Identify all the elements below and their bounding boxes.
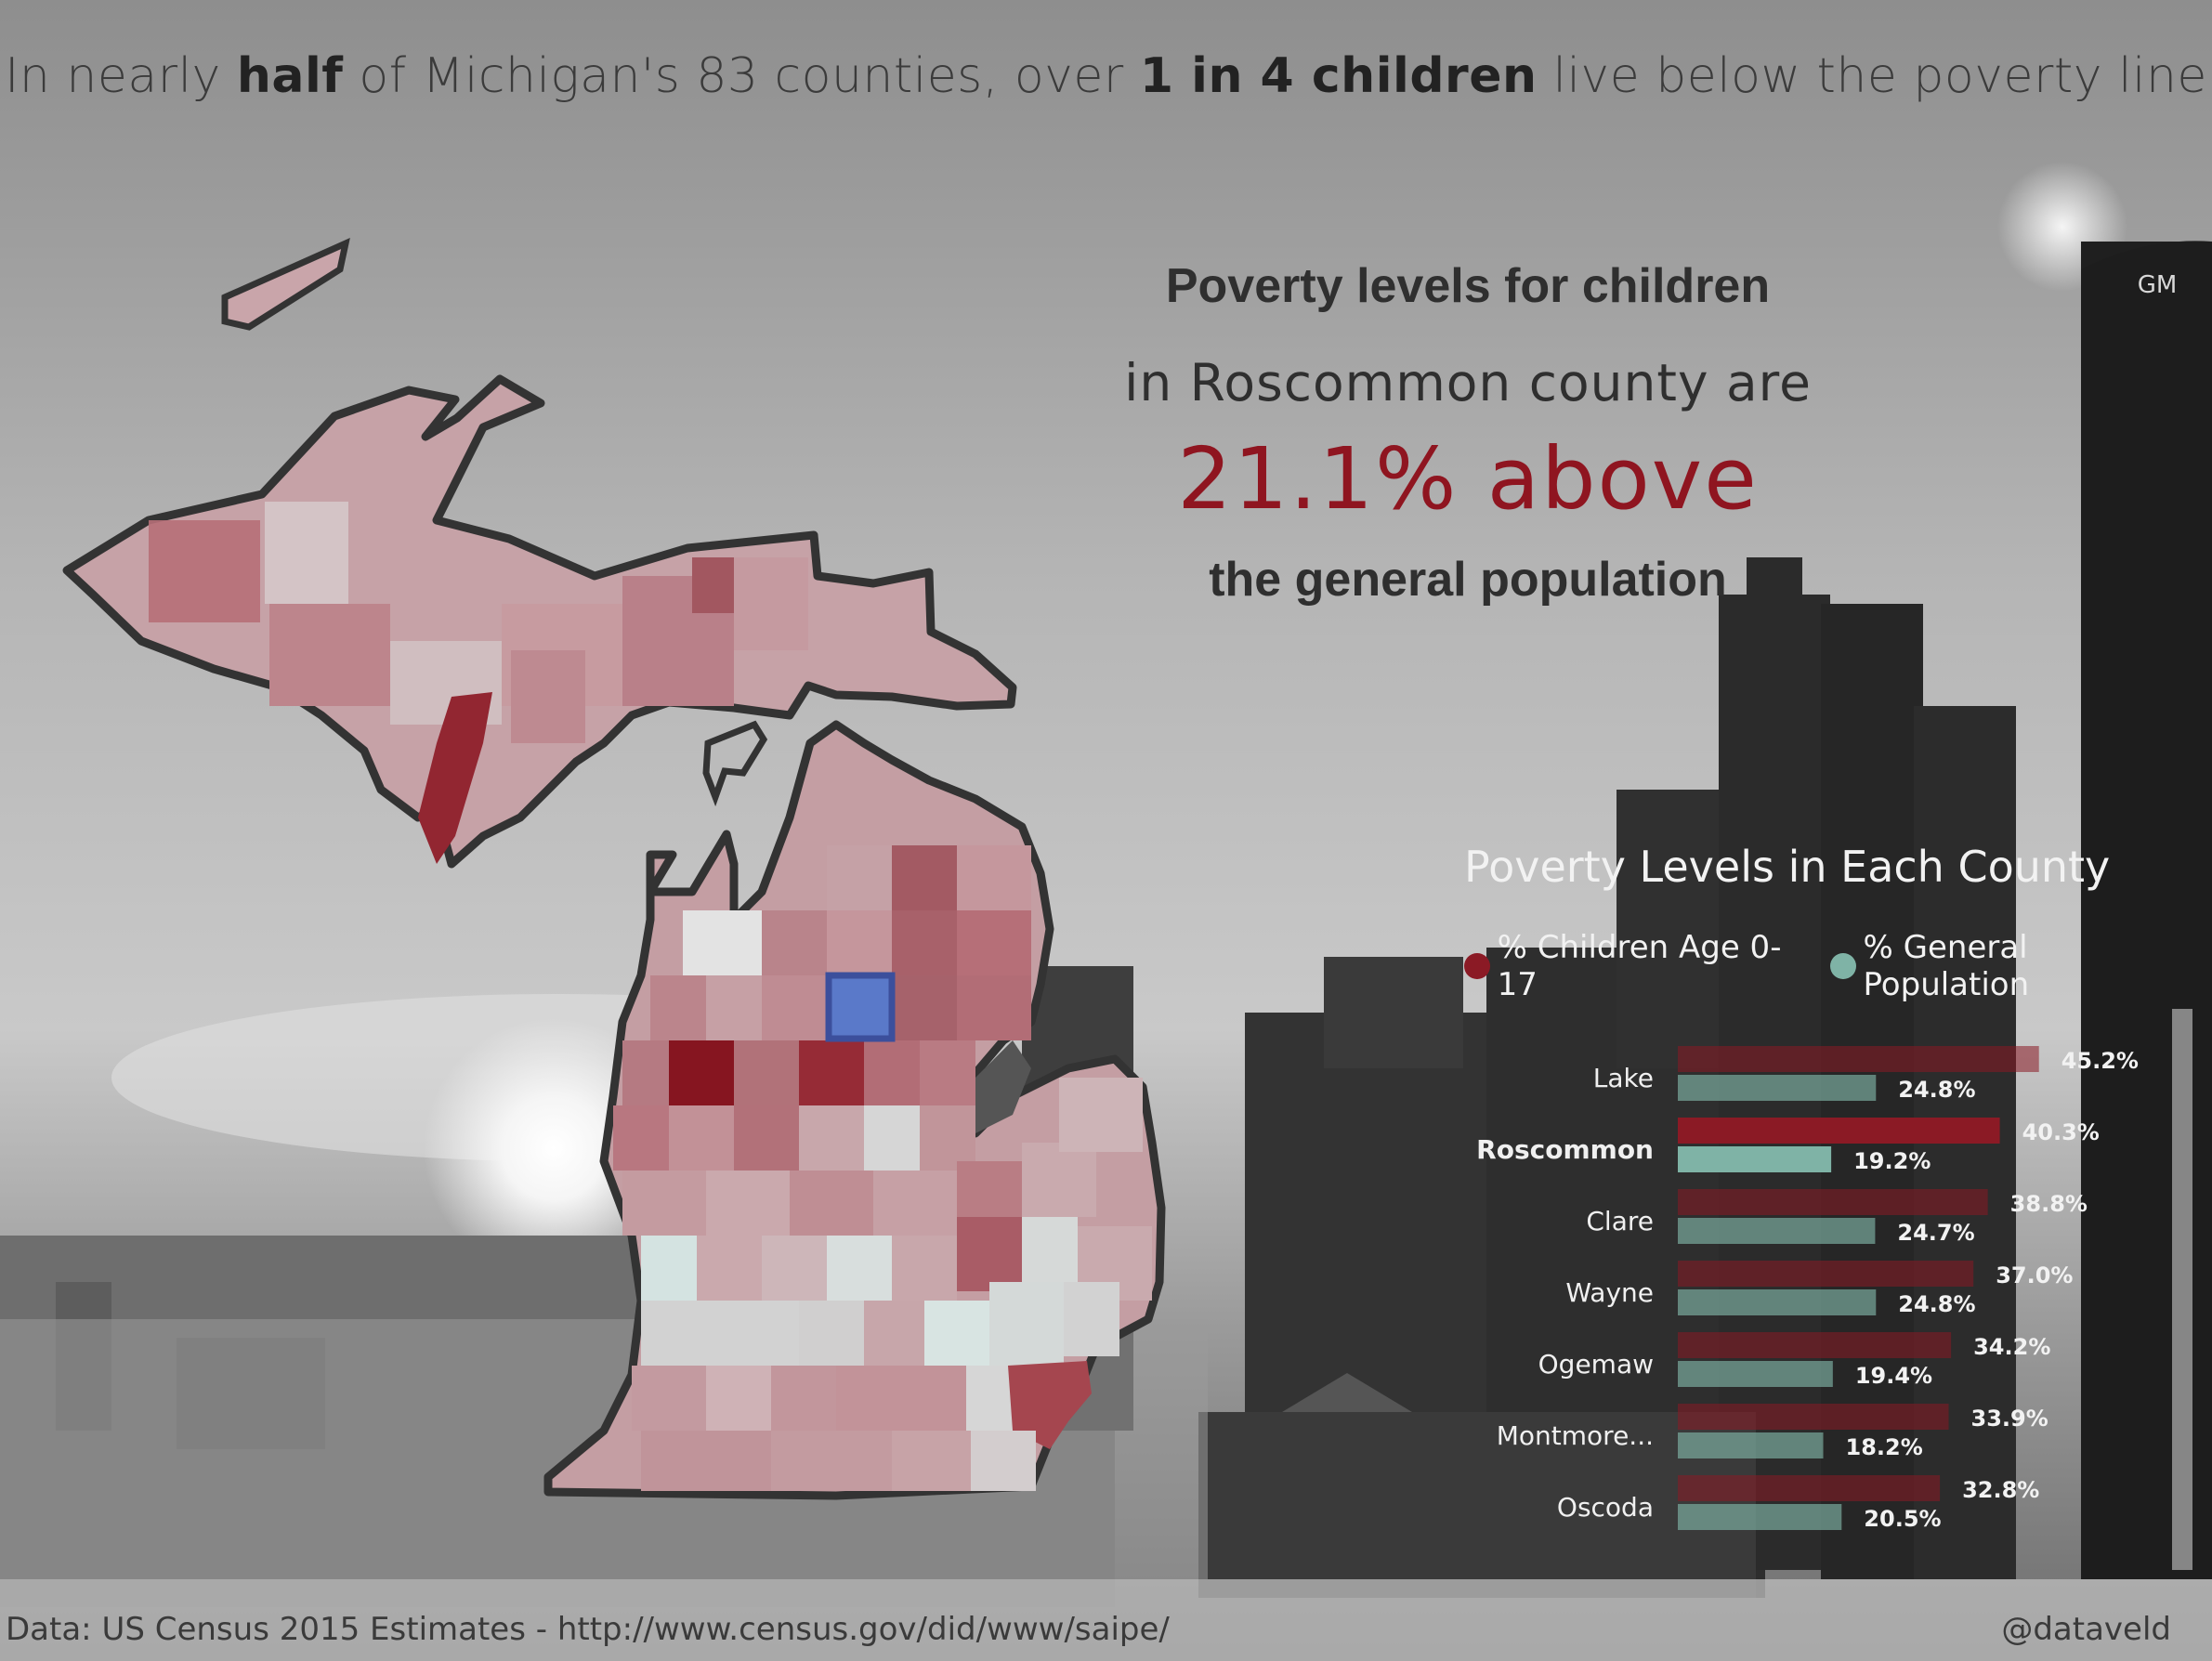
- data-label: 19.2%: [1853, 1148, 1931, 1174]
- bar-children[interactable]: [1678, 1404, 1949, 1430]
- headline: In nearly half of Michigan's 83 counties…: [0, 48, 2212, 104]
- bar-general[interactable]: [1678, 1218, 1876, 1244]
- headline-part1: In nearly: [5, 48, 237, 104]
- data-label: 20.5%: [1864, 1506, 1941, 1532]
- bar-children[interactable]: [1678, 1475, 1941, 1501]
- data-label: 32.8%: [1962, 1477, 2039, 1503]
- headline-part3: live below the poverty line: [1537, 48, 2207, 104]
- bar-general[interactable]: [1678, 1075, 1877, 1101]
- legend-dot-children: [1464, 953, 1490, 979]
- svg-text:GM: GM: [2138, 271, 2178, 299]
- data-source: Data: US Census 2015 Estimates - http://…: [6, 1611, 1170, 1648]
- category-label: Roscommon: [1476, 1134, 1654, 1165]
- data-label: 37.0%: [1996, 1262, 2073, 1288]
- data-label: 24.8%: [1898, 1291, 1975, 1317]
- chart-legend: % Children Age 0-17 % General Population: [1464, 929, 2212, 1003]
- callout-line1: Poverty levels for children: [1165, 259, 1771, 313]
- data-label: 24.7%: [1897, 1220, 1974, 1246]
- legend-dot-general: [1829, 953, 1856, 979]
- footer-band: [0, 1579, 2212, 1661]
- headline-emphasis-ratio: 1 in 4 children: [1139, 48, 1538, 104]
- upper-peninsula: [62, 374, 1017, 869]
- chart-title: Poverty Levels in Each County: [1464, 842, 2111, 892]
- legend-item-children[interactable]: % Children Age 0-17: [1464, 929, 1817, 1003]
- bar-general[interactable]: [1678, 1146, 1832, 1172]
- legend-label-children: % Children Age 0-17: [1497, 929, 1782, 1003]
- data-label: 33.9%: [1971, 1406, 2048, 1432]
- bar-general[interactable]: [1678, 1504, 1842, 1530]
- isle-royale: [221, 237, 350, 331]
- headline-emphasis-half: half: [236, 48, 344, 104]
- category-label: Ogemaw: [1538, 1349, 1654, 1380]
- callout-highlight-value: 21.1% above: [1177, 429, 1759, 529]
- bar-children[interactable]: [1678, 1046, 2039, 1072]
- category-label: Montmore...: [1497, 1420, 1654, 1451]
- bar-general[interactable]: [1678, 1289, 1877, 1315]
- callout-line2: in Roscommon county are: [1124, 353, 1812, 412]
- data-label: 38.8%: [2010, 1191, 2088, 1217]
- category-label: Clare: [1586, 1206, 1654, 1236]
- headline-part2: of Michigan's 83 counties, over: [343, 48, 1140, 104]
- callout-line4: the general population: [1209, 553, 1727, 607]
- bar-general[interactable]: [1678, 1432, 1824, 1458]
- category-label: Lake: [1593, 1063, 1654, 1093]
- data-label: 45.2%: [2061, 1048, 2139, 1074]
- roscommon-county-highlight[interactable]: [825, 972, 896, 1042]
- chart-scrollbar[interactable]: [2172, 1009, 2192, 1570]
- bar-children[interactable]: [1678, 1332, 1952, 1358]
- legend-label-general: % General Population: [1863, 929, 2030, 1003]
- bar-children[interactable]: [1678, 1118, 2000, 1144]
- lower-peninsula: [543, 720, 1166, 1500]
- data-label: 18.2%: [1846, 1434, 1923, 1460]
- legend-item-general[interactable]: % General Population: [1829, 929, 2199, 1003]
- data-label: 34.2%: [1973, 1334, 2050, 1360]
- author-credit: @dataveld: [2001, 1611, 2171, 1648]
- data-label: 19.4%: [1855, 1363, 1932, 1389]
- bar-general[interactable]: [1678, 1361, 1833, 1387]
- bar-children[interactable]: [1678, 1261, 1974, 1287]
- bar-children[interactable]: [1678, 1189, 1988, 1215]
- data-label: 40.3%: [2022, 1119, 2100, 1145]
- beaver-island: [702, 720, 768, 807]
- category-label: Wayne: [1565, 1277, 1654, 1308]
- data-label: 24.8%: [1898, 1077, 1975, 1103]
- category-label: Oscoda: [1557, 1492, 1654, 1523]
